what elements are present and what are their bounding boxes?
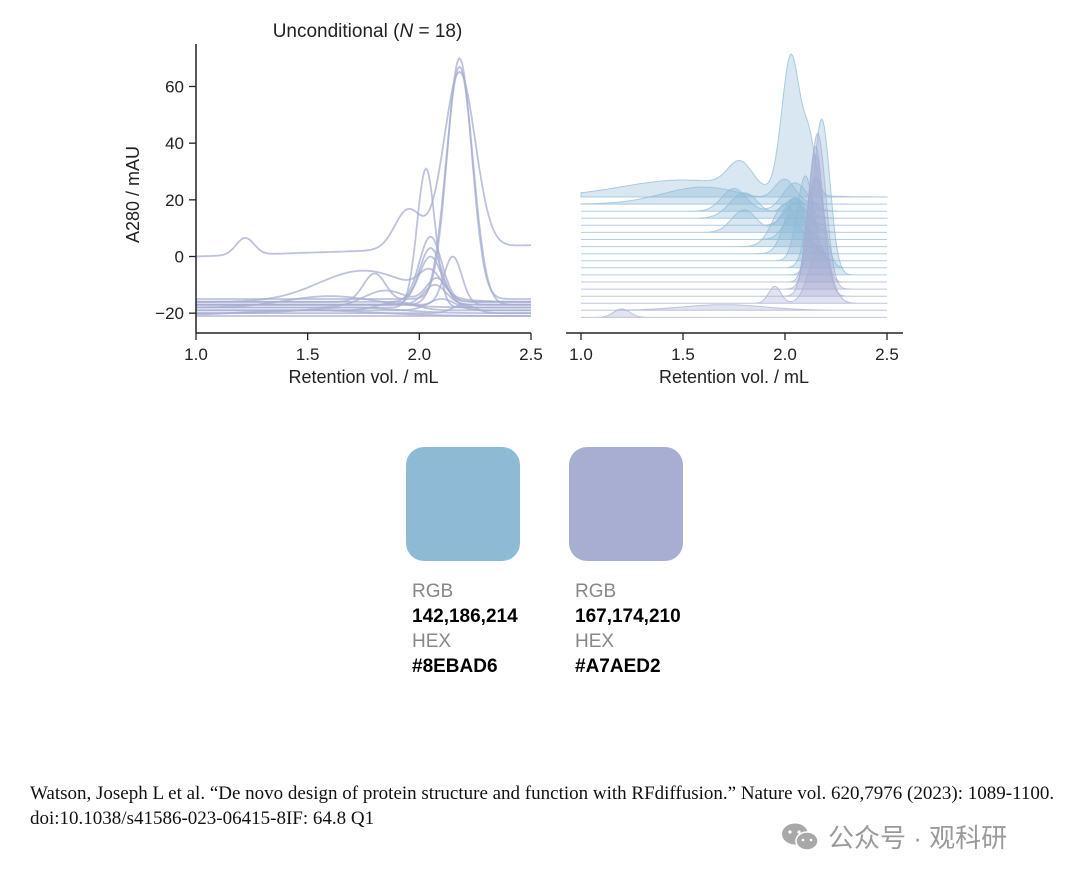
rgb-label: RGB — [412, 581, 454, 602]
y-axis-label: A280 / mAU — [123, 146, 143, 243]
series-line-2 — [196, 65, 531, 306]
y-tick-label: −20 — [155, 304, 184, 323]
x-tick-label: 2.5 — [875, 345, 899, 364]
x-axis-label: Retention vol. / mL — [288, 367, 438, 387]
x-tick-label: 1.5 — [671, 345, 695, 364]
ridge-area-7 — [581, 118, 887, 276]
series-line-7 — [196, 255, 531, 303]
x-tick-label: 1.0 — [569, 345, 593, 364]
x-tick-label: 2.0 — [408, 345, 432, 364]
swatch-box-lavender — [569, 447, 683, 561]
x-tick-label: 2.0 — [773, 345, 797, 364]
ridge-area-14 — [581, 202, 887, 226]
chart-right-panel: 1.0 1.5 2.0 2.5 Retention vol. / mL — [566, 53, 903, 387]
series-line-3 — [195, 70, 531, 258]
ridge-area-10 — [581, 196, 887, 255]
ridge-area-12 — [581, 210, 887, 240]
ridge-area-8 — [581, 176, 887, 269]
swatch-card-lavender: RGB 167,174,210 HEX #A7AED2 — [569, 447, 689, 679]
swatch-box-blue — [406, 447, 520, 561]
series-line-14 — [196, 298, 531, 312]
x-axis-label: Retention vol. / mL — [659, 367, 809, 387]
ridge-area-13 — [581, 197, 887, 233]
ridge-area-17 — [580, 178, 887, 205]
wechat-icon — [782, 823, 819, 851]
rgb-value: 167,174,210 — [575, 606, 681, 627]
citation: Watson, Joseph L et al. “De novo design … — [30, 783, 1055, 829]
rgb-label: RGB — [575, 581, 617, 602]
ridge-area-2 — [581, 304, 887, 311]
figure: 1.0 1.5 2.0 2.5 −20 0 20 40 60 Retention vol. / m… — [123, 21, 903, 387]
hex-label: HEX — [412, 631, 452, 652]
watermark: 公众号 · 观科研 — [780, 818, 1007, 855]
series-line-6 — [196, 247, 531, 306]
rgb-value: 142,186,214 — [412, 606, 518, 627]
x-tick-label: 1.0 — [184, 345, 208, 364]
series-line-10 — [196, 276, 531, 309]
swatch-card-blue: RGB 142,186,214 HEX #8EBAD6 — [406, 447, 526, 679]
chart-title: Unconditional (N = 18) — [273, 21, 463, 42]
series-line-16 — [196, 303, 531, 315]
watermark-text: 公众号 · 观科研 — [828, 823, 1008, 853]
series-line-9 — [196, 267, 531, 303]
ridge-area-9 — [581, 175, 887, 262]
y-tick-label: 60 — [165, 78, 184, 97]
x-tick-label: 1.5 — [296, 345, 320, 364]
hex-value: #A7AED2 — [575, 656, 661, 677]
x-tick-label: 2.5 — [519, 345, 543, 364]
ridge-area-5 — [581, 132, 887, 290]
ridge-area-18 — [580, 53, 888, 198]
y-tick-label: 40 — [165, 134, 184, 153]
hex-label: HEX — [575, 631, 615, 652]
hex-value: #8EBAD6 — [412, 656, 498, 677]
y-tick-label: 20 — [165, 191, 184, 210]
y-tick-label: 0 — [175, 248, 184, 267]
ridge-area-4 — [581, 154, 887, 297]
ridge-area-16 — [581, 182, 887, 212]
chart-left-panel: 1.0 1.5 2.0 2.5 −20 0 20 40 60 Retention vol. / m… — [123, 21, 543, 387]
ridge-area-1 — [581, 308, 887, 318]
ridge-area-3 — [581, 246, 888, 304]
